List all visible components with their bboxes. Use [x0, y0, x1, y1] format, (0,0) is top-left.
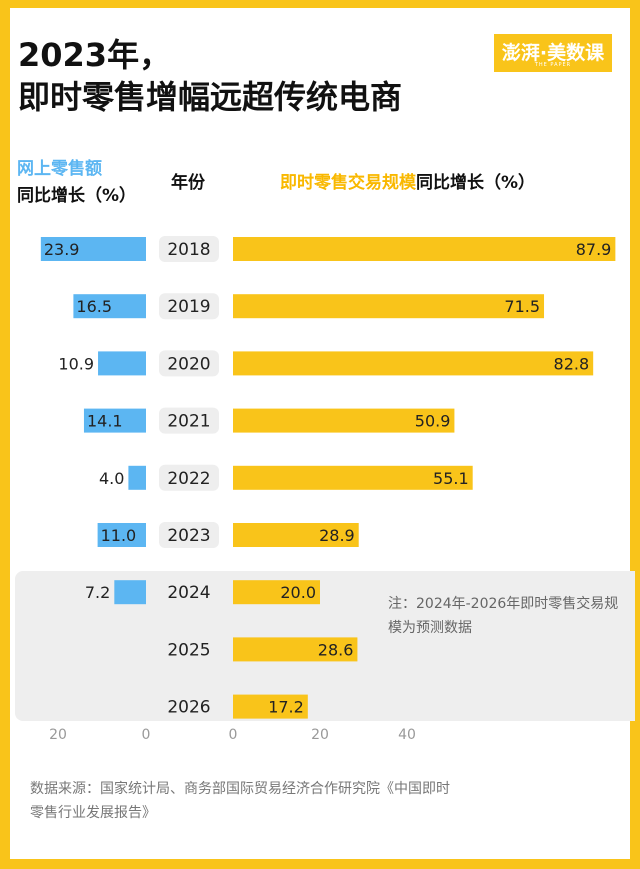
- logo-text: 澎湃·美数课: [501, 42, 605, 64]
- left-bar: [98, 351, 146, 376]
- right-bar: [233, 523, 359, 547]
- right-bar-value: 28.6: [318, 640, 354, 659]
- year-label: 2025: [167, 640, 210, 660]
- right-series-header-name: 即时零售交易规模: [280, 173, 416, 193]
- title-line-1: 2023年，: [18, 36, 172, 74]
- year-label: 2024: [167, 583, 210, 603]
- brand-logo: 澎湃·美数课 THE PAPER: [494, 34, 612, 72]
- right-axis-tick: 0: [229, 727, 238, 743]
- year-pill: [159, 636, 219, 663]
- year-pill: [159, 407, 219, 434]
- left-bar-value: 23.9: [44, 240, 80, 259]
- right-bar: [233, 637, 358, 662]
- right-bar-value: 50.9: [415, 412, 451, 431]
- year-label: 2020: [167, 354, 210, 374]
- right-axis-tick: 40: [398, 727, 416, 743]
- left-bar-value: 4.0: [99, 469, 124, 488]
- year-pill: [159, 236, 219, 262]
- left-bar: [83, 408, 146, 433]
- logo-subtext: THE PAPER: [534, 62, 572, 68]
- left-bar-value: 10.9: [58, 354, 94, 373]
- left-bar: [40, 237, 147, 261]
- year-pill: [159, 522, 219, 548]
- year-label: 2018: [167, 240, 210, 260]
- left-bar: [73, 294, 146, 319]
- right-bar: [233, 465, 473, 490]
- year-label: 2019: [167, 297, 210, 317]
- right-bar: [233, 580, 320, 605]
- right-bar: [233, 694, 308, 719]
- left-bar: [114, 580, 146, 605]
- right-bar-value: 82.8: [554, 354, 590, 373]
- right-series-header: 即时零售交易规模同比增长（%）: [280, 171, 535, 195]
- left-axis-tick: 20: [49, 727, 67, 743]
- left-bar: [97, 523, 146, 547]
- right-bar: [233, 408, 455, 433]
- year-label: 2021: [167, 412, 210, 432]
- left-bar-value: 14.1: [87, 412, 123, 431]
- left-bar: [128, 465, 146, 490]
- right-axis-tick: 20: [311, 727, 329, 743]
- year-label: 2023: [167, 526, 210, 546]
- year-pill: [159, 693, 219, 720]
- data-source: 数据来源：国家统计局、商务部国际贸易经济合作研究院《中国即时零售行业发展报告》: [30, 781, 450, 821]
- year-label: 2026: [167, 698, 210, 718]
- title-line-2: 即时零售增幅远超传统电商: [18, 78, 403, 116]
- year-pill: [159, 350, 219, 377]
- chart-title: 2023年， 即时零售增幅远超传统电商: [18, 34, 402, 118]
- left-series-header-2: 同比增长（%）: [17, 186, 137, 206]
- right-bar-value: 71.5: [504, 297, 540, 316]
- left-bar-value: 7.2: [85, 583, 110, 602]
- year-label: 2022: [167, 469, 210, 489]
- right-bar: [233, 351, 594, 376]
- year-pill: [159, 293, 219, 320]
- left-axis-tick: 0: [142, 727, 151, 743]
- forecast-note: 注：2024年-2026年即时零售交易规模为预测数据: [388, 596, 619, 636]
- right-bar: [233, 294, 545, 319]
- left-series-header-1: 网上零售额: [17, 159, 102, 179]
- left-bar-value: 16.5: [76, 297, 112, 316]
- right-series-header-unit: 同比增长（%）: [416, 173, 536, 193]
- right-bar-value: 87.9: [576, 240, 612, 259]
- year-header: 年份: [171, 173, 205, 193]
- right-bar-value: 28.9: [319, 526, 355, 545]
- right-bar-value: 55.1: [433, 469, 469, 488]
- right-bar-value: 17.2: [268, 698, 304, 717]
- year-pill: [159, 464, 219, 491]
- year-pill: [159, 579, 219, 606]
- left-bar-value: 11.0: [101, 526, 137, 545]
- right-bar-value: 20.0: [280, 583, 316, 602]
- right-bar: [233, 237, 616, 261]
